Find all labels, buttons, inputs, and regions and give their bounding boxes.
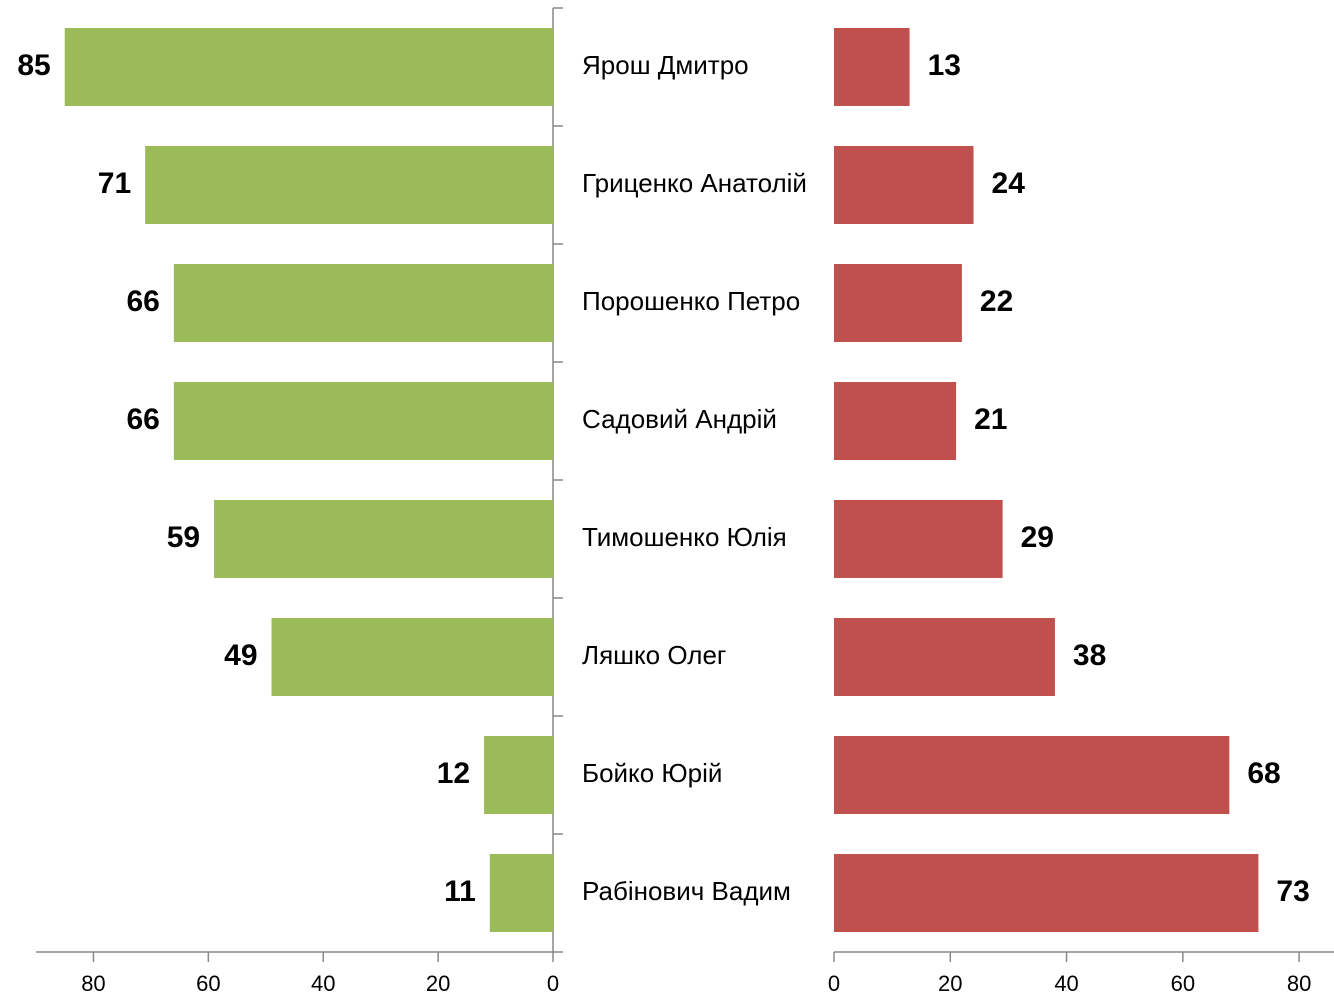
x-tick-label: 40 (311, 971, 335, 996)
bar (214, 500, 554, 578)
value-label: 12 (437, 757, 470, 790)
value-label: 73 (1276, 875, 1309, 908)
value-label: 66 (126, 403, 159, 436)
bar (834, 736, 1230, 814)
bar (834, 618, 1055, 696)
category-label: Ляшко Олег (582, 640, 726, 670)
value-label: 49 (224, 639, 257, 672)
bar (173, 382, 553, 460)
x-tick-label: 60 (196, 971, 220, 996)
x-tick-label: 20 (426, 971, 450, 996)
value-label: 66 (126, 285, 159, 318)
bar (145, 146, 553, 224)
category-label: Садовий Андрій (582, 404, 777, 434)
bar (484, 736, 553, 814)
value-label: 59 (167, 521, 200, 554)
x-tick-label: 80 (81, 971, 105, 996)
x-tick-label: 60 (1171, 971, 1195, 996)
x-tick-label: 0 (547, 971, 559, 996)
value-label: 13 (928, 49, 961, 82)
category-label: Тимошенко Юлія (582, 522, 787, 552)
bar (834, 500, 1003, 578)
value-label: 22 (980, 285, 1013, 318)
x-tick-label: 20 (938, 971, 962, 996)
bar (834, 382, 957, 460)
value-label: 38 (1073, 639, 1106, 672)
category-label: Гриценко Анатолій (582, 168, 807, 198)
value-label: 29 (1021, 521, 1054, 554)
category-label: Ярош Дмитро (582, 50, 749, 80)
bar (64, 28, 553, 106)
x-tick-label: 0 (828, 971, 840, 996)
bar (173, 264, 553, 342)
value-label: 71 (98, 167, 131, 200)
value-label: 11 (444, 875, 476, 908)
category-label: Бойко Юрій (582, 758, 722, 788)
bar (271, 618, 553, 696)
value-label: 85 (17, 49, 50, 82)
bar (834, 264, 962, 342)
bar (834, 146, 974, 224)
category-label: Порошенко Петро (582, 286, 800, 316)
category-label: Рабінович Вадим (582, 876, 791, 906)
bar (489, 854, 553, 932)
bar (834, 28, 910, 106)
value-label: 21 (974, 403, 1007, 436)
value-label: 24 (992, 167, 1026, 200)
value-label: 68 (1247, 757, 1280, 790)
x-tick-label: 80 (1287, 971, 1311, 996)
bar (834, 854, 1259, 932)
x-tick-label: 40 (1054, 971, 1078, 996)
